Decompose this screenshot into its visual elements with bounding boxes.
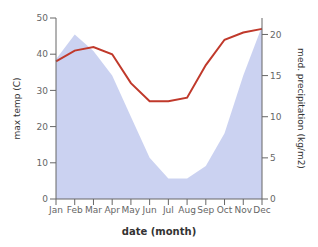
- svg-text:date (month): date (month): [122, 226, 196, 237]
- svg-text:20: 20: [270, 30, 282, 40]
- svg-text:15: 15: [270, 71, 281, 81]
- svg-text:Aug: Aug: [178, 205, 196, 215]
- svg-text:10: 10: [37, 158, 49, 168]
- svg-text:50: 50: [37, 13, 49, 23]
- svg-text:May: May: [122, 205, 141, 215]
- svg-text:5: 5: [270, 153, 276, 163]
- svg-text:40: 40: [37, 49, 49, 59]
- svg-text:Feb: Feb: [67, 205, 83, 215]
- svg-text:Apr: Apr: [104, 205, 120, 215]
- svg-text:10: 10: [270, 112, 282, 122]
- svg-text:Oct: Oct: [217, 205, 233, 215]
- svg-text:Dec: Dec: [253, 205, 270, 215]
- svg-text:Jan: Jan: [48, 205, 63, 215]
- svg-text:max temp (C): max temp (C): [12, 77, 22, 139]
- svg-text:Jun: Jun: [142, 205, 157, 215]
- svg-text:Jul: Jul: [162, 205, 174, 215]
- svg-text:0: 0: [42, 194, 48, 204]
- svg-text:Mar: Mar: [85, 205, 102, 215]
- svg-text:0: 0: [270, 194, 276, 204]
- svg-text:30: 30: [37, 86, 49, 96]
- svg-text:Nov: Nov: [234, 205, 252, 215]
- svg-text:med. precipitation (kg/m2): med. precipitation (kg/m2): [296, 48, 306, 169]
- svg-text:Sep: Sep: [197, 205, 214, 215]
- svg-text:20: 20: [37, 122, 49, 132]
